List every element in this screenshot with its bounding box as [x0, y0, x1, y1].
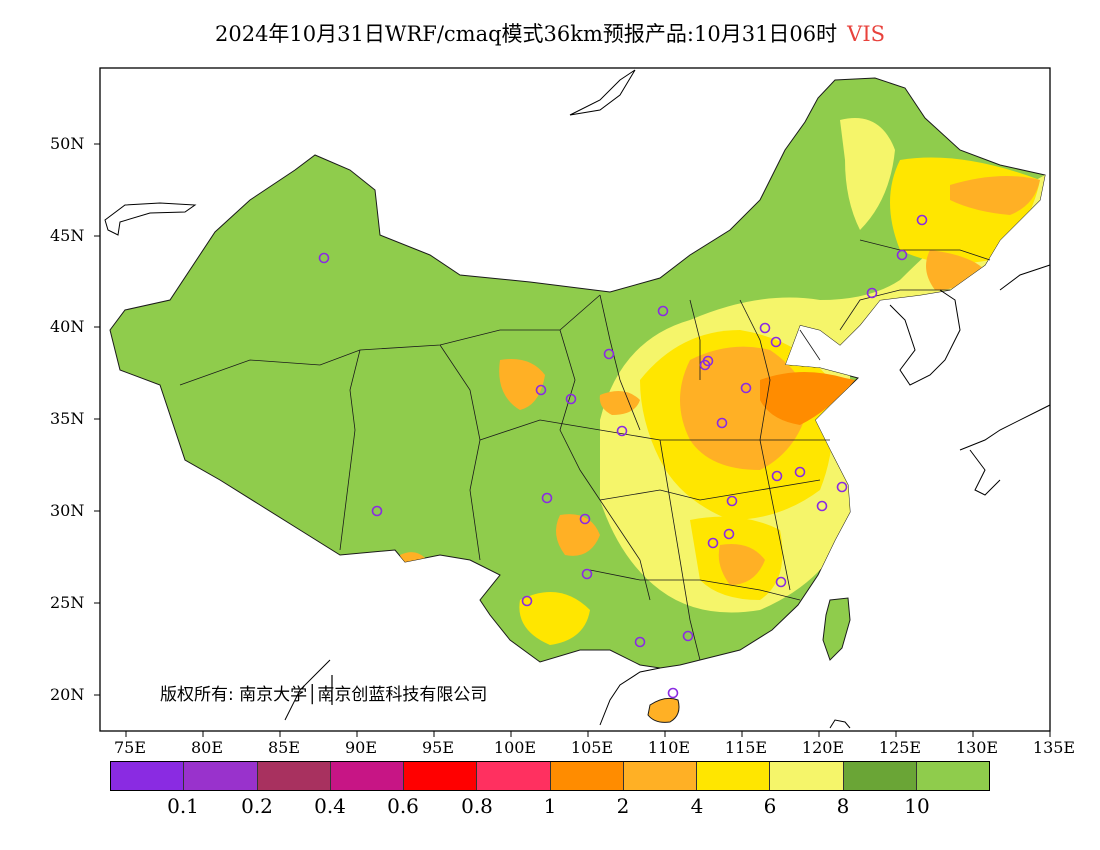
legend-swatch [111, 762, 185, 790]
station-marker [740, 382, 752, 394]
legend-label: 8 [836, 794, 850, 818]
station-marker [723, 528, 735, 540]
station-marker [716, 417, 728, 429]
station-marker [565, 393, 577, 405]
station-marker [726, 495, 738, 507]
color-legend [110, 761, 990, 791]
legend-label: 10 [904, 794, 930, 818]
lon-label: 95E [421, 738, 455, 757]
lat-label: 25N [50, 593, 85, 612]
legend-swatch [330, 762, 404, 790]
station-marker [657, 305, 669, 317]
station-marker [836, 481, 848, 493]
lon-label: 125E [878, 738, 922, 757]
station-marker [616, 425, 628, 437]
station-marker [775, 576, 787, 588]
station-marker [896, 249, 908, 261]
axis-ticks [94, 143, 1051, 737]
province-boundaries [179, 239, 991, 661]
legend-label: 0.6 [387, 794, 419, 818]
lon-label: 120E [801, 738, 845, 757]
title-text: 2024年10月31日WRF/cmaq模式36km预报产品:10月31日06时 [214, 22, 838, 46]
station-marker [603, 348, 615, 360]
lon-label: 80E [190, 738, 224, 757]
lon-label: 100E [493, 738, 537, 757]
lat-label: 20N [50, 685, 85, 704]
station-marker [667, 687, 679, 699]
station-marker [759, 322, 771, 334]
station-marker [318, 252, 330, 264]
lon-label: 135E [1032, 738, 1076, 757]
station-marker [521, 595, 533, 607]
station-marker [816, 500, 828, 512]
lon-label: 75E [113, 738, 147, 757]
neighbor-coastlines [104, 69, 1051, 729]
station-marker [634, 636, 646, 648]
station-marker [541, 492, 553, 504]
map-frame [99, 67, 1051, 732]
station-marker [579, 513, 591, 525]
visibility-field [400, 118, 1045, 645]
station-markers [318, 214, 928, 699]
station-marker [770, 336, 782, 348]
copyright-text: 版权所有: 南京大学│南京创蓝科技有限公司 [160, 685, 488, 705]
station-marker [707, 537, 719, 549]
legend-label: 0.4 [314, 794, 346, 818]
station-marker [794, 466, 806, 478]
legend-label: 6 [763, 794, 777, 818]
lat-label: 35N [50, 409, 85, 428]
station-marker [771, 470, 783, 482]
legend-label: 2 [616, 794, 630, 818]
legend-swatch [623, 762, 697, 790]
legend-swatch [770, 762, 844, 790]
lon-label: 85E [267, 738, 301, 757]
legend-swatch [477, 762, 551, 790]
legend-label: 0.1 [167, 794, 199, 818]
station-marker [535, 384, 547, 396]
station-marker [682, 630, 694, 642]
legend-swatch [184, 762, 258, 790]
legend-label: 1 [543, 794, 557, 818]
station-marker [371, 505, 383, 517]
map-title: 2024年10月31日WRF/cmaq模式36km预报产品:10月31日06时 V… [0, 18, 1100, 48]
lon-label: 105E [570, 738, 614, 757]
legend-label: 4 [690, 794, 704, 818]
legend-swatch [697, 762, 771, 790]
variable-label: VIS [847, 22, 886, 46]
lat-label: 30N [50, 501, 85, 520]
lat-label: 40N [50, 317, 85, 336]
legend-swatch [843, 762, 917, 790]
lon-label: 90E [344, 738, 378, 757]
lat-label: 50N [50, 134, 85, 153]
legend-label: 0.2 [241, 794, 273, 818]
legend-swatch [550, 762, 624, 790]
station-marker [866, 287, 878, 299]
lon-label: 130E [955, 738, 999, 757]
station-marker [916, 214, 928, 226]
legend-label: 0.8 [461, 794, 493, 818]
station-marker [581, 568, 593, 580]
legend-swatch [916, 762, 989, 790]
lon-label: 110E [647, 738, 691, 757]
lat-label: 45N [50, 226, 85, 245]
legend-swatch [257, 762, 331, 790]
lon-label: 115E [724, 738, 768, 757]
legend-swatch [404, 762, 478, 790]
station-marker [702, 355, 714, 367]
